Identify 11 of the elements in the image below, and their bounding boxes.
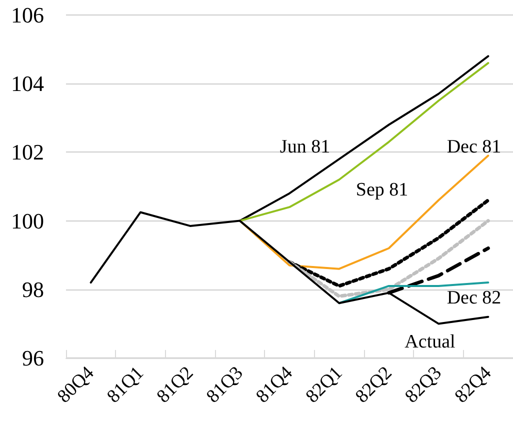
annotation: Dec 81 bbox=[446, 136, 502, 158]
y-tick-label: 96 bbox=[22, 346, 44, 370]
annotation: Actual bbox=[404, 332, 456, 352]
annotation: Sep 81 bbox=[356, 180, 408, 200]
y-tick-label: 98 bbox=[22, 276, 44, 302]
y-tick-label: 102 bbox=[11, 140, 44, 165]
y-tick-label: 104 bbox=[11, 71, 44, 96]
y-tick-label: 106 bbox=[11, 2, 44, 28]
y-tick-label: 100 bbox=[11, 208, 44, 234]
annotation: Jun 81 bbox=[280, 136, 330, 158]
annotation: Dec 82 bbox=[446, 288, 502, 308]
